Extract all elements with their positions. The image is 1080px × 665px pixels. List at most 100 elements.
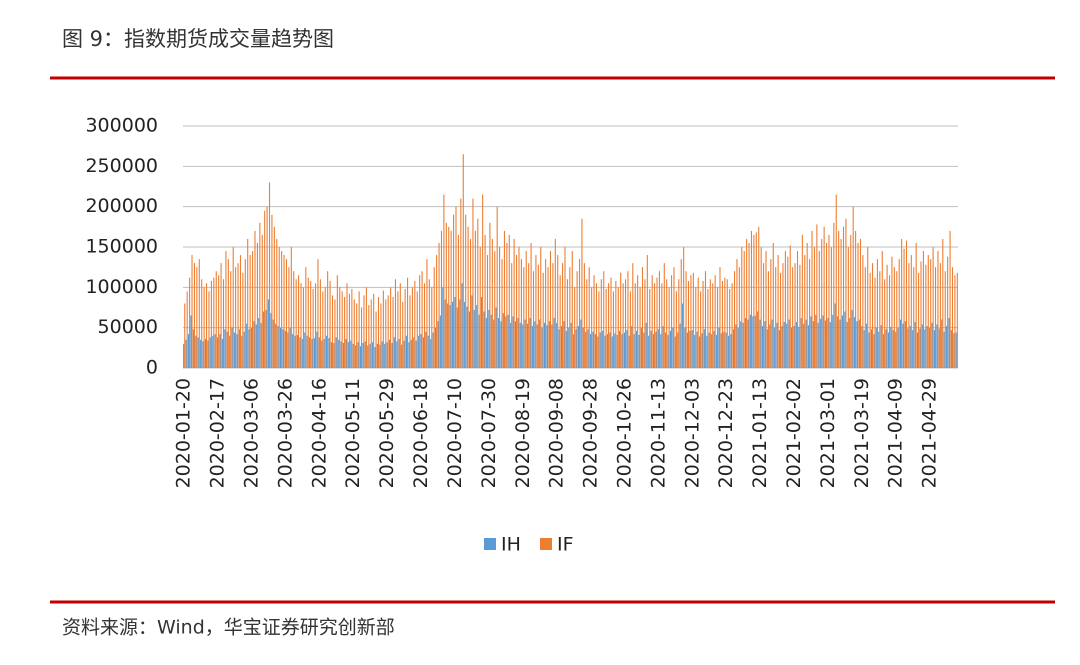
x-tick-label: 2020-03-06: [241, 378, 263, 488]
bar: [477, 218, 479, 368]
bar: [193, 263, 195, 368]
bar: [946, 326, 948, 368]
bar: [213, 277, 215, 368]
bar: [445, 222, 447, 368]
bar: [949, 230, 951, 368]
bar: [910, 255, 912, 368]
bar: [467, 226, 469, 368]
bar: [275, 323, 277, 368]
bar: [331, 295, 334, 368]
bar: [327, 271, 329, 368]
bar: [919, 328, 921, 368]
bar: [735, 324, 737, 368]
bar: [711, 334, 713, 368]
bar: [465, 214, 467, 368]
bar: [758, 226, 760, 368]
bar: [827, 317, 829, 368]
bar: [260, 322, 262, 368]
bar: [824, 320, 827, 368]
bar: [543, 322, 546, 368]
bar: [363, 295, 365, 368]
bar: [495, 307, 497, 368]
bar: [690, 275, 692, 368]
x-tick-label: 2021-03-01: [817, 378, 839, 488]
x-tick-label: 2020-05-11: [342, 378, 364, 488]
bar: [614, 333, 616, 368]
bar: [252, 251, 254, 368]
bar: [348, 293, 350, 368]
bar: [319, 279, 321, 368]
bar: [581, 218, 583, 368]
bar: [589, 334, 592, 368]
bar: [810, 316, 812, 368]
bar: [345, 338, 347, 368]
bar: [568, 327, 570, 368]
bar: [600, 279, 602, 368]
bar: [511, 263, 513, 368]
bar: [393, 337, 395, 368]
bar: [631, 326, 633, 368]
bar: [725, 332, 727, 368]
bar: [293, 271, 295, 368]
bar: [624, 279, 627, 368]
bar: [501, 259, 503, 368]
bar: [788, 319, 790, 368]
bar: [675, 291, 677, 368]
bar: [950, 330, 952, 368]
bar: [778, 330, 780, 368]
bar: [902, 323, 904, 368]
bar: [479, 247, 481, 368]
bar: [353, 299, 355, 368]
bar: [956, 272, 958, 368]
bar: [604, 335, 606, 368]
bar: [207, 340, 209, 368]
bar: [397, 291, 399, 368]
bar: [872, 263, 874, 368]
bar: [922, 251, 924, 368]
bar: [444, 299, 446, 368]
source-note: 资料来源：Wind，华宝证券研究创新部: [62, 617, 395, 639]
bar: [295, 279, 297, 368]
bar: [595, 283, 598, 368]
bar: [316, 331, 318, 368]
bar: [352, 343, 354, 368]
bar: [346, 283, 348, 368]
bar: [529, 317, 531, 368]
bar: [448, 226, 450, 368]
bar: [743, 251, 745, 368]
bar: [399, 283, 401, 368]
bar: [483, 311, 485, 368]
bar: [775, 267, 777, 368]
bar: [821, 238, 823, 368]
bar: [236, 334, 238, 368]
bar: [279, 327, 282, 368]
x-tick-label: 2020-12-23: [715, 378, 737, 488]
bar: [730, 334, 732, 368]
bar: [766, 329, 768, 368]
y-tick-label: 50000: [98, 316, 158, 338]
bar: [350, 340, 352, 368]
bar: [403, 340, 405, 368]
bar: [357, 342, 359, 368]
bar: [580, 319, 582, 368]
x-tick-label: 2021-03-19: [851, 378, 873, 488]
bar: [226, 331, 228, 368]
bar: [794, 263, 796, 368]
bar: [769, 324, 771, 368]
bar: [421, 271, 423, 368]
bar: [560, 326, 563, 368]
bar: [322, 291, 324, 368]
x-tick-label: 2020-09-08: [546, 378, 568, 488]
bar: [541, 327, 543, 368]
bar: [863, 330, 865, 368]
bar: [691, 330, 693, 368]
bar: [837, 316, 839, 368]
bar: [210, 280, 212, 368]
bar: [904, 321, 906, 368]
bar: [941, 319, 943, 368]
bar: [610, 277, 612, 368]
y-tick-label: 150000: [85, 236, 158, 258]
bar: [190, 315, 192, 368]
bar: [443, 194, 445, 368]
bar: [377, 297, 380, 368]
